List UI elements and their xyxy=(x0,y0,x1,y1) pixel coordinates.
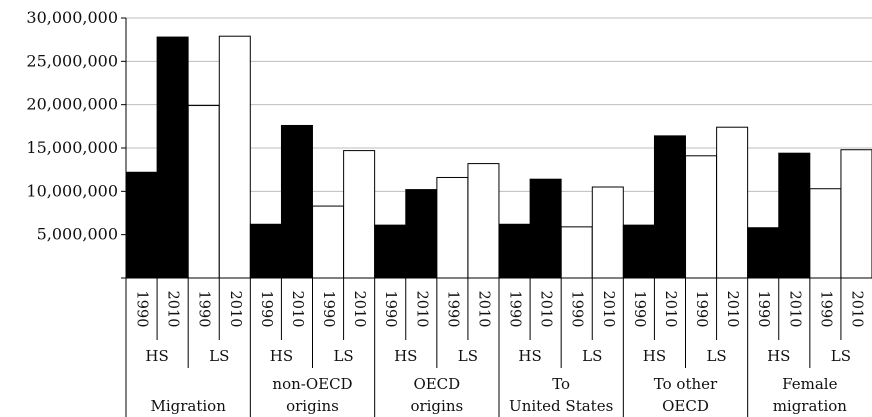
bar-ls-1990 xyxy=(560,226,593,279)
year-label: 1990 xyxy=(755,291,771,328)
bar-ls-1990 xyxy=(187,105,220,279)
year-label: 1990 xyxy=(693,291,709,328)
bar-hs-2010 xyxy=(529,178,562,279)
skill-label: LS xyxy=(706,347,726,365)
category-label: To other xyxy=(654,375,718,393)
year-label: 2010 xyxy=(848,291,864,328)
year-label: 1990 xyxy=(382,291,398,328)
year-label: 1990 xyxy=(507,291,523,328)
year-label: 1990 xyxy=(320,291,336,328)
skill-label: LS xyxy=(209,347,229,365)
bar-ls-2010 xyxy=(343,150,376,279)
bar-ls-2010 xyxy=(840,149,872,279)
bar-ls-2010 xyxy=(218,35,251,279)
skill-label: LS xyxy=(582,347,602,365)
skill-label: LS xyxy=(333,347,353,365)
category-label: United States xyxy=(509,397,613,415)
year-label: 1990 xyxy=(569,291,585,328)
year-label: 2010 xyxy=(351,291,367,328)
category-label: OECD xyxy=(662,397,709,415)
year-label: 2010 xyxy=(413,291,429,328)
bar-ls-1990 xyxy=(685,155,718,279)
bar-hs-1990 xyxy=(622,224,655,279)
y-tick-label: 25,000,000 xyxy=(26,51,118,70)
skill-label: LS xyxy=(458,347,478,365)
bar-hs-2010 xyxy=(653,135,686,279)
year-label: 2010 xyxy=(600,291,616,328)
skill-label: HS xyxy=(145,347,168,365)
skill-label: HS xyxy=(767,347,790,365)
y-tick-label: 20,000,000 xyxy=(26,95,118,114)
y-tick-label: 15,000,000 xyxy=(26,138,118,157)
bar-hs-1990 xyxy=(747,227,780,279)
bar-hs-2010 xyxy=(405,189,438,279)
year-label: 2010 xyxy=(662,291,678,328)
year-label: 2010 xyxy=(227,291,243,328)
skill-label: HS xyxy=(643,347,666,365)
category-label: origins xyxy=(410,397,463,415)
year-label: 1990 xyxy=(631,291,647,328)
bar-hs-1990 xyxy=(249,223,282,279)
year-label: 1990 xyxy=(258,291,274,328)
bar-ls-2010 xyxy=(716,126,749,279)
skill-label: HS xyxy=(518,347,541,365)
bar-ls-1990 xyxy=(312,205,345,279)
year-label: 1990 xyxy=(444,291,460,328)
year-label: 2010 xyxy=(475,291,491,328)
category-label: migration xyxy=(773,397,848,415)
bar-hs-2010 xyxy=(778,152,811,279)
skill-label: HS xyxy=(270,347,293,365)
y-tick-label: 5,000,000 xyxy=(37,225,118,244)
category-label: Female xyxy=(782,375,837,393)
category-label: OECD xyxy=(413,375,460,393)
bar-hs-1990 xyxy=(374,224,407,279)
y-tick-label: 10,000,000 xyxy=(26,181,118,200)
bar-hs-2010 xyxy=(156,36,189,279)
bar-hs-1990 xyxy=(498,223,531,279)
year-label: 1990 xyxy=(196,291,212,328)
bar-ls-1990 xyxy=(809,188,842,279)
year-label: 2010 xyxy=(165,291,181,328)
year-label: 1990 xyxy=(817,291,833,328)
bar-hs-2010 xyxy=(280,124,313,279)
y-tick-label: 30,000,000 xyxy=(26,8,118,27)
category-label: origins xyxy=(286,397,339,415)
year-label: 2010 xyxy=(786,291,802,328)
bar-ls-2010 xyxy=(467,163,500,279)
bar-hs-1990 xyxy=(125,171,158,279)
skill-label: HS xyxy=(394,347,417,365)
skill-label: LS xyxy=(831,347,851,365)
bar-ls-2010 xyxy=(591,186,624,279)
year-label: 2010 xyxy=(724,291,740,328)
category-label: non-OECD xyxy=(272,375,352,393)
category-label: To xyxy=(552,375,570,393)
year-label: 1990 xyxy=(134,291,150,328)
category-label: Migration xyxy=(150,397,226,415)
year-label: 2010 xyxy=(289,291,305,328)
bar-ls-1990 xyxy=(436,176,469,279)
year-label: 2010 xyxy=(538,291,554,328)
